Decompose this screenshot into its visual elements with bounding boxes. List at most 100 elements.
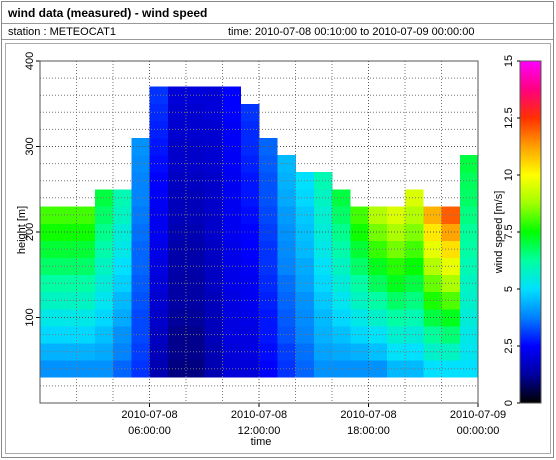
cell bbox=[350, 308, 369, 327]
cell bbox=[167, 326, 187, 344]
cell bbox=[204, 274, 223, 293]
cell bbox=[149, 326, 169, 344]
cell bbox=[350, 240, 369, 258]
cell bbox=[332, 206, 351, 224]
cell bbox=[149, 172, 169, 190]
cell bbox=[423, 240, 442, 258]
cell bbox=[405, 291, 424, 310]
colorbar-tick-label: 0 bbox=[503, 400, 515, 406]
cell bbox=[204, 206, 223, 224]
cell bbox=[149, 343, 169, 361]
colorbar-tick-label: 12.5 bbox=[503, 107, 515, 128]
cell bbox=[204, 257, 223, 276]
cell bbox=[368, 360, 388, 378]
cell bbox=[167, 172, 187, 190]
cell bbox=[386, 240, 406, 258]
cell bbox=[204, 326, 223, 344]
cell bbox=[94, 308, 114, 327]
cell bbox=[350, 206, 369, 224]
colorbar-tick-label: 15 bbox=[503, 55, 515, 67]
cell bbox=[423, 343, 442, 361]
cell bbox=[186, 137, 205, 156]
cell bbox=[131, 137, 150, 156]
cell bbox=[113, 343, 132, 361]
cell bbox=[368, 257, 388, 276]
cell bbox=[149, 274, 169, 293]
cell bbox=[222, 240, 242, 258]
cell bbox=[149, 291, 169, 310]
cell bbox=[441, 257, 461, 276]
cell bbox=[186, 360, 205, 378]
cell bbox=[149, 103, 169, 122]
cell bbox=[332, 223, 351, 241]
cell bbox=[313, 274, 333, 293]
cell bbox=[167, 240, 187, 258]
cell bbox=[441, 223, 461, 241]
cell bbox=[204, 291, 223, 310]
x-tick-label: 2010-07-08 12:00:00 bbox=[230, 409, 288, 437]
cell bbox=[149, 86, 169, 105]
cell bbox=[167, 137, 187, 156]
cell bbox=[332, 343, 351, 361]
cell bbox=[405, 326, 424, 344]
y-tick-label: 400 bbox=[24, 52, 36, 70]
cell bbox=[149, 189, 169, 207]
cell bbox=[222, 86, 242, 105]
cell bbox=[204, 172, 223, 190]
cell bbox=[222, 360, 242, 378]
cell bbox=[386, 326, 406, 344]
cell bbox=[441, 274, 461, 293]
cell bbox=[167, 257, 187, 276]
cell bbox=[350, 291, 369, 310]
x-tick-label: 2010-07-09 00:00:00 bbox=[449, 409, 507, 437]
cell bbox=[186, 206, 205, 224]
cell bbox=[386, 360, 406, 378]
cell bbox=[186, 223, 205, 241]
cell bbox=[113, 240, 132, 258]
cell bbox=[423, 274, 442, 293]
cell bbox=[222, 103, 242, 122]
cell bbox=[313, 343, 333, 361]
cell bbox=[441, 240, 461, 258]
cell bbox=[94, 189, 114, 207]
period: time: 2010-07-08 00:10:00 to 2010-07-09 … bbox=[228, 26, 474, 38]
cell bbox=[423, 206, 442, 224]
cell bbox=[186, 291, 205, 310]
cell bbox=[204, 343, 223, 361]
cell bbox=[386, 206, 406, 224]
cell bbox=[368, 223, 388, 241]
cell bbox=[204, 86, 223, 105]
cell bbox=[149, 360, 169, 378]
cell bbox=[186, 343, 205, 361]
cell bbox=[186, 257, 205, 276]
cell bbox=[204, 308, 223, 327]
cell bbox=[222, 172, 242, 190]
cell bbox=[332, 240, 351, 258]
cell bbox=[131, 274, 150, 293]
cell bbox=[204, 137, 223, 156]
cell bbox=[149, 206, 169, 224]
cell bbox=[332, 308, 351, 327]
y-tick-label: 100 bbox=[24, 308, 36, 326]
cell bbox=[131, 360, 150, 378]
cell bbox=[131, 240, 150, 258]
cell bbox=[167, 189, 187, 207]
cell bbox=[167, 308, 187, 327]
cell bbox=[386, 291, 406, 310]
cell bbox=[368, 308, 388, 327]
cell bbox=[222, 257, 242, 276]
cell bbox=[332, 326, 351, 344]
colorbar-tick-label: 7.5 bbox=[503, 224, 515, 239]
cell bbox=[386, 274, 406, 293]
cell bbox=[222, 137, 242, 156]
cell bbox=[204, 360, 223, 378]
cell bbox=[405, 189, 424, 207]
y-tick-label: 200 bbox=[24, 223, 36, 241]
cell bbox=[222, 223, 242, 241]
cell bbox=[204, 189, 223, 207]
cell bbox=[113, 206, 132, 224]
cell bbox=[313, 223, 333, 241]
cell bbox=[113, 274, 132, 293]
